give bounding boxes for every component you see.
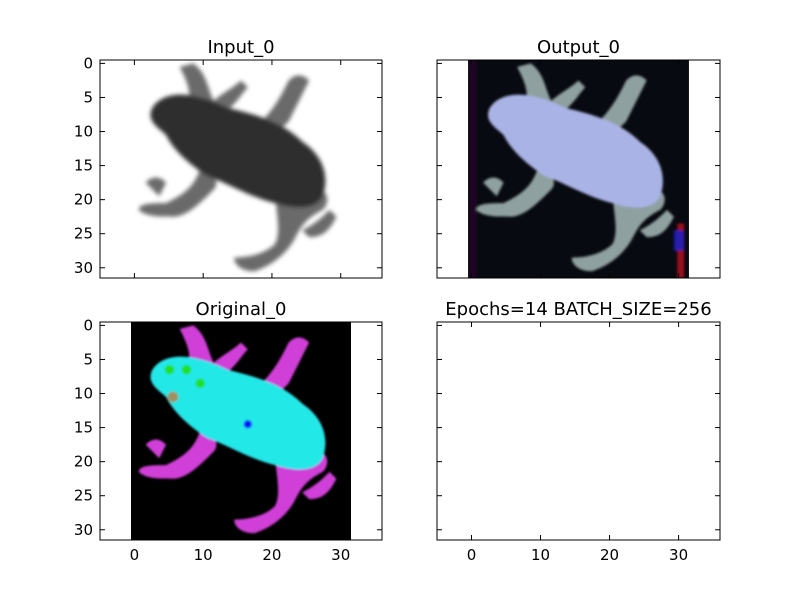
panel-1: 0 5 10 15 20 25 30 Input_0 [74,37,383,279]
x-tick-label: 10 [194,546,213,564]
y-tick-label: 10 [74,385,93,403]
panel-3: 0 10 20 30 0 5 10 15 20 25 30 Original_0 [74,299,383,564]
x-tick-label: 30 [331,546,350,564]
y-tick-label: 10 [74,123,93,141]
y-tick-label: 5 [83,88,93,106]
heatmap-image [468,60,689,278]
x-tick-label: 0 [467,546,477,564]
heatmap-image [130,60,352,278]
x-tick-label: 10 [531,546,550,564]
axes-frame [99,59,383,279]
panel-title: Input_0 [207,37,274,58]
panel-2: Output_0 [436,37,721,279]
y-tick-label: 20 [74,191,93,209]
panel-4: 0 10 20 30 Epochs=14 BATCH_SIZE=256 [436,299,721,564]
x-tick-label: 20 [262,546,281,564]
axes-frame [99,321,383,541]
panel-title: Output_0 [537,37,620,58]
x-tick-label: 20 [600,546,619,564]
panel-title: Epochs=14 BATCH_SIZE=256 [445,299,711,320]
x-tick-label: 0 [130,546,140,564]
axes-frame [436,59,721,279]
panel-title: Original_0 [196,299,287,320]
y-tick-label: 30 [74,521,93,539]
heatmap-image [130,322,352,540]
y-tick-label: 20 [74,453,93,471]
axes-frame [436,321,721,541]
y-tick-label: 25 [74,225,93,243]
y-tick-label: 5 [83,350,93,368]
y-tick-label: 30 [74,259,93,277]
y-tick-label: 0 [83,54,93,72]
y-tick-label: 15 [74,157,93,175]
x-tick-label: 30 [669,546,688,564]
y-tick-label: 0 [83,316,93,334]
y-tick-label: 15 [74,419,93,437]
y-tick-label: 25 [74,487,93,505]
